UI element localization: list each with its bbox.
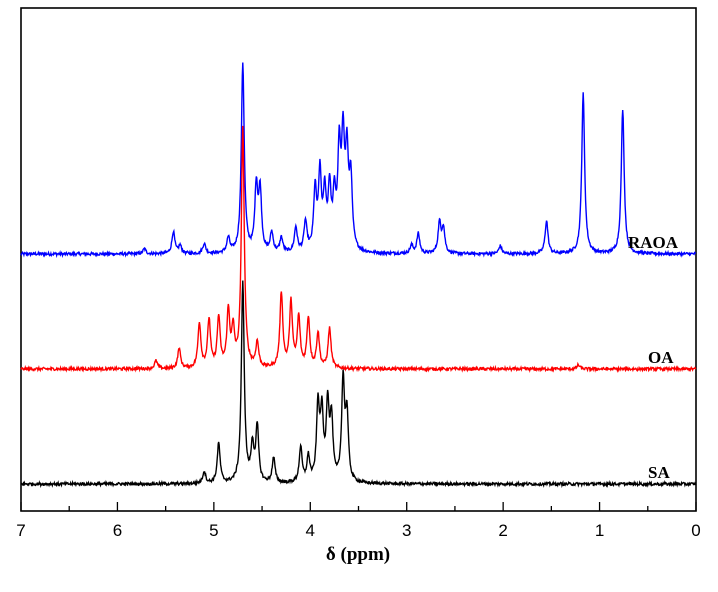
x-axis-ticks (20, 502, 697, 511)
spectrum-line-raoa (20, 62, 697, 259)
series-label-oa: OA (648, 348, 674, 367)
x-tick-label: 0 (691, 521, 700, 540)
spectrum-line-oa (20, 125, 697, 374)
x-tick-label: 5 (209, 521, 218, 540)
spectrum-line-sa (20, 280, 697, 489)
spectra-group (20, 62, 697, 489)
x-tick-label: 1 (595, 521, 604, 540)
series-label-raoa: RAOA (628, 233, 679, 252)
x-tick-label: 6 (113, 521, 122, 540)
x-axis-tick-labels: 7 6 5 4 3 2 1 0 (16, 521, 700, 540)
x-tick-label: 2 (498, 521, 507, 540)
x-tick-label: 3 (402, 521, 411, 540)
x-axis-title: δ (ppm) (326, 544, 390, 565)
series-labels: RAOA OA SA (628, 233, 679, 482)
series-label-sa: SA (648, 463, 670, 482)
plot-frame (20, 7, 697, 512)
x-tick-label: 7 (16, 521, 25, 540)
x-tick-label: 4 (306, 521, 315, 540)
